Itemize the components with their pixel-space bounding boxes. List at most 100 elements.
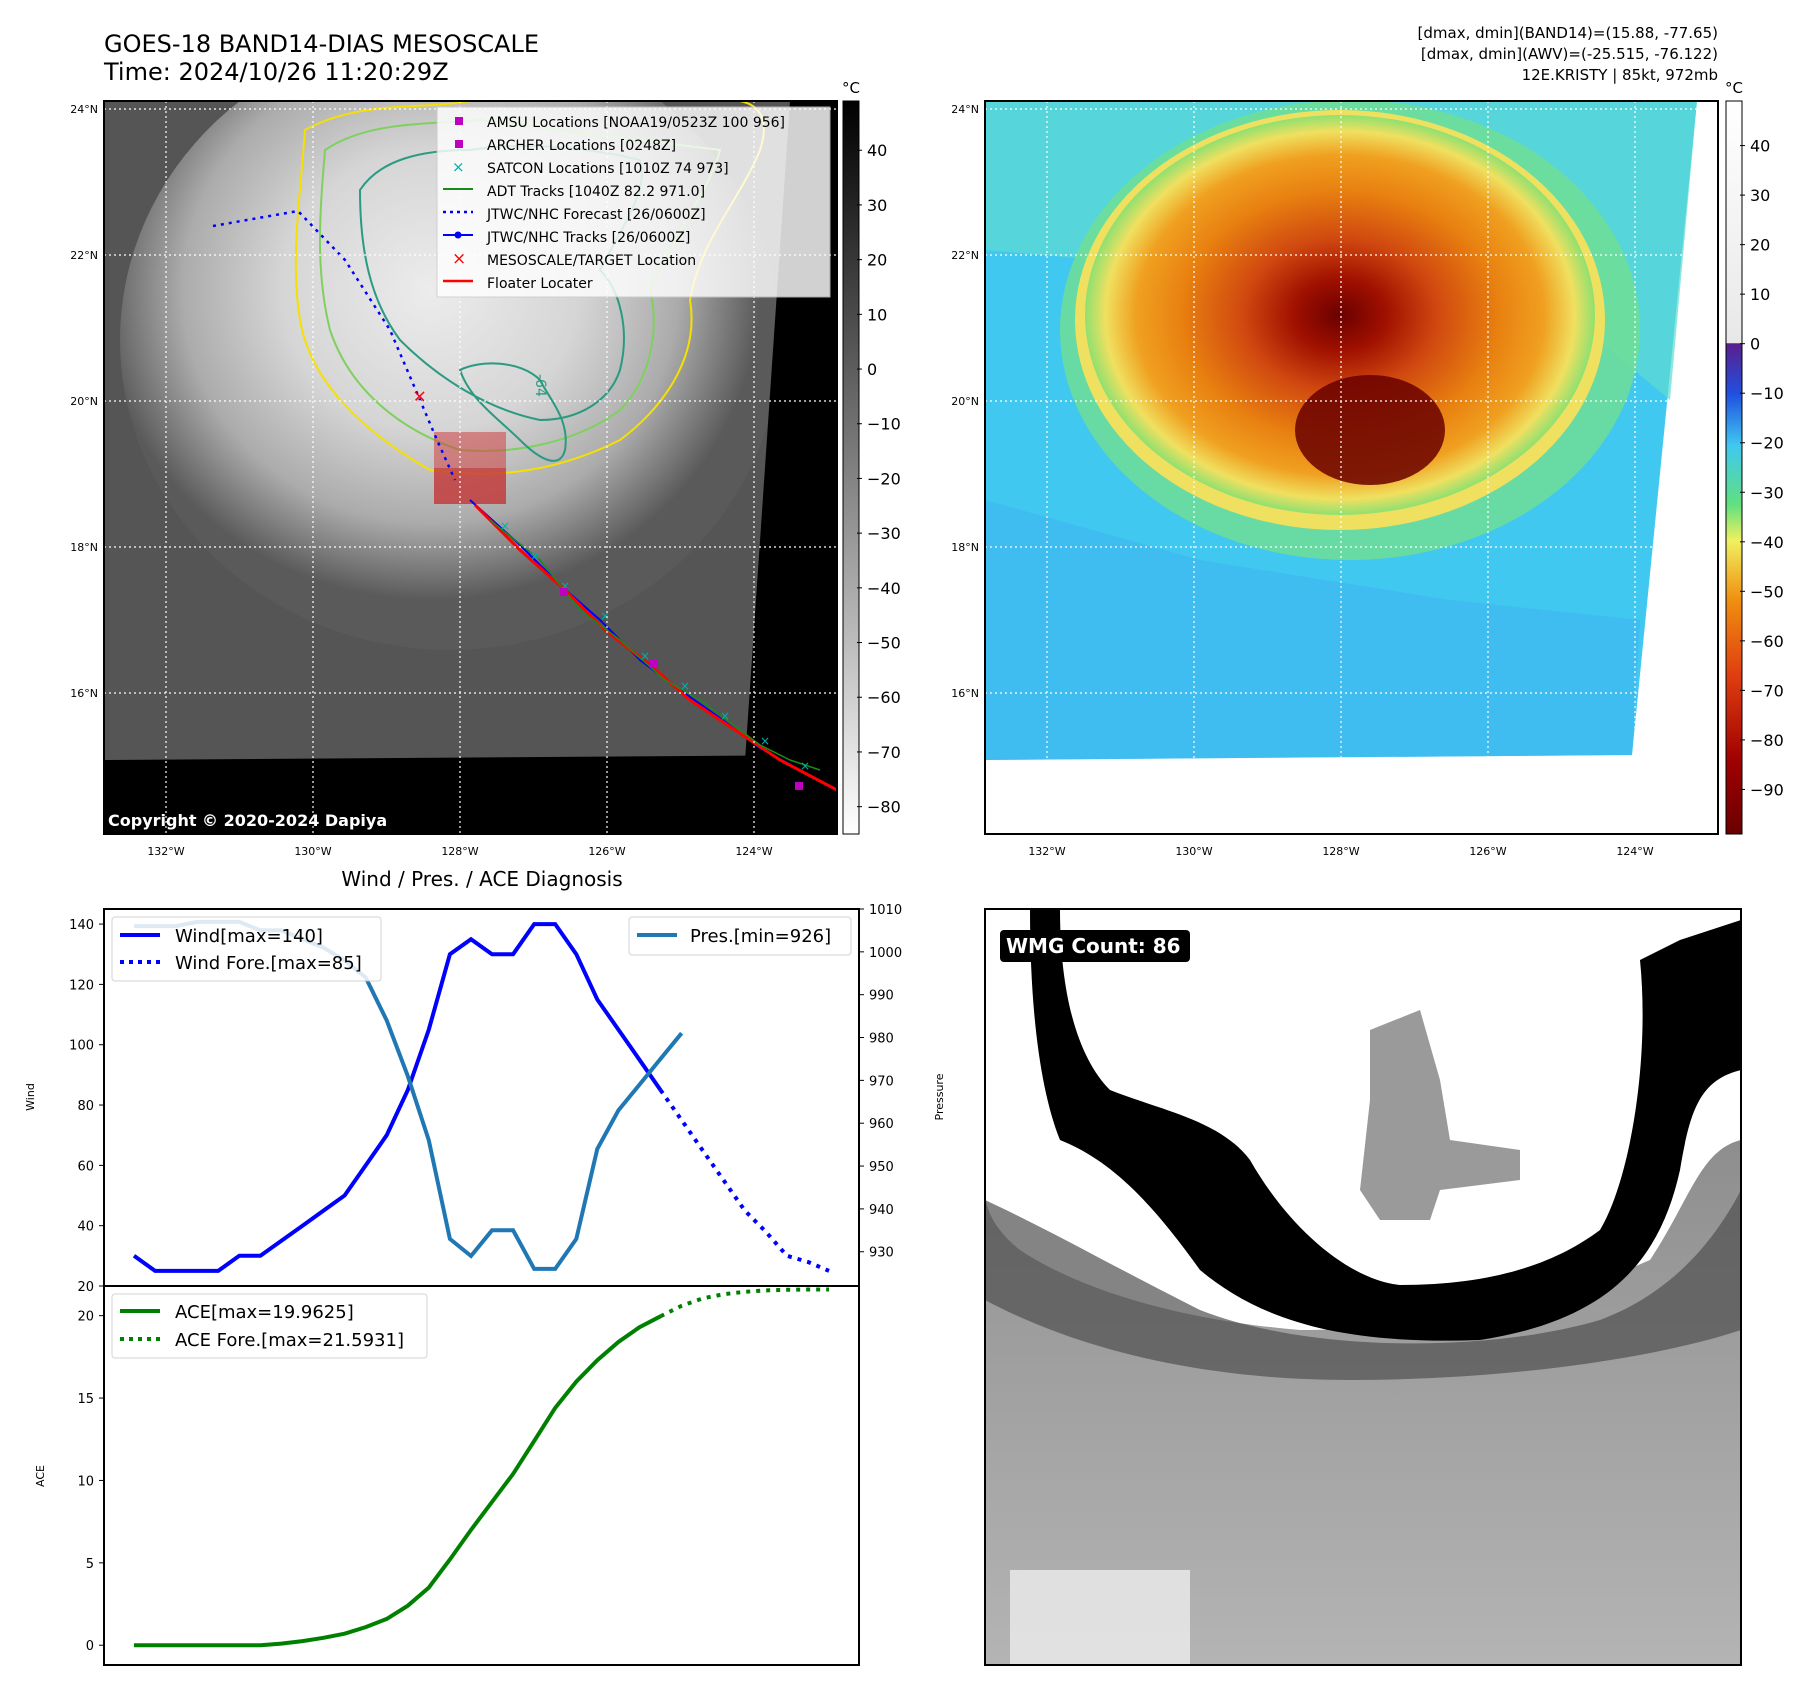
awv-colorbar: °C 40 30 20 10 0 −10 −20 −30 −40 −50 −60 −70 −80 −90 (1725, 79, 1784, 835)
awv-colorbar-tick-5: −10 (1750, 384, 1784, 403)
awv-colorbar-tick-2: 20 (1750, 236, 1770, 255)
svg-text:×: × (530, 549, 540, 563)
lon-label-124w: 124°W (735, 845, 772, 858)
awv-colorbar-tick-3: 10 (1750, 285, 1770, 304)
wind-ytick-3: 80 (77, 1099, 94, 1114)
contour-label: -64 (532, 374, 548, 397)
legend-amsu: AMSU Locations [NOAA19/0523Z 100 956] (487, 115, 785, 131)
wind-series-0 (132, 922, 663, 1273)
awv-colorbar-tick-10: −60 (1750, 632, 1784, 651)
awv-colorbar-tick-9: −50 (1750, 582, 1784, 601)
awv-lat-label-16n: 16°N (951, 687, 979, 700)
legend-pres: Pres.[min=926] (690, 926, 831, 947)
wmg-count-badge (1000, 930, 1190, 962)
ace-ytick-0: 0 (86, 1639, 94, 1654)
wind-ytick-right-7: 1000 (869, 946, 902, 961)
legend-wind-fore: Wind Fore.[max=85] (175, 953, 362, 974)
wmg-gray-patch (1360, 1010, 1520, 1220)
awv-colorbar-tick-1: 30 (1750, 186, 1770, 205)
wind-ytick-5: 120 (69, 978, 94, 993)
target-marker: × (412, 386, 427, 407)
legend-floater: Floater Locater (487, 276, 593, 292)
svg-text:×: × (760, 734, 770, 748)
wind-ytick-right-6: 990 (869, 989, 894, 1004)
wind-ytick-right-1: 940 (869, 1203, 894, 1218)
wind-ytick-right-8: 1010 (869, 903, 902, 918)
pressure-legend: Pres.[min=926] (628, 916, 852, 956)
awv-lat-label-22n: 22°N (951, 249, 979, 262)
legend-archer: ARCHER Locations [0248Z] (487, 138, 676, 154)
ir-scan-bottom (104, 755, 837, 834)
ir-colorbar-unit: °C (842, 79, 860, 97)
ace-axis-label: ACE (34, 1465, 47, 1487)
legend-target: MESOSCALE/TARGET Location (487, 253, 696, 269)
ir-colorbar-tick-3: 10 (867, 305, 887, 324)
map-legend: × × AMSU Locations [NOAA19/0523Z 100 956… (436, 106, 831, 298)
awv-colorbar-tick-8: −40 (1750, 533, 1784, 552)
awv-colorbar-tick-12: −80 (1750, 731, 1784, 750)
awv-colorbar-tick-6: −20 (1750, 434, 1784, 453)
awv-colorbar-tick-0: 40 (1750, 137, 1770, 156)
ir-colorbar-tick-5: −10 (867, 415, 901, 434)
awv-colorbar-tick-4: 0 (1750, 335, 1760, 354)
legend-tracks: JTWC/NHC Tracks [26/0600Z] (486, 230, 690, 246)
lat-label-16n: 16°N (70, 687, 98, 700)
legend-amsu-swatch (455, 117, 463, 125)
wind-pressure-chart: Wind Pressure 20 40 60 80 100 120 140 930 940 95… (24, 903, 946, 1295)
awv-range: [dmax, dmin](AWV)=(-25.515, -76.122) (1421, 45, 1718, 63)
svg-text:×: × (640, 649, 650, 663)
awv-lat-label-18n: 18°N (951, 541, 979, 554)
ace-legend: ACE[max=19.9625] ACE Fore.[max=21.5931] (111, 1293, 428, 1359)
lon-label-132w: 132°W (147, 845, 184, 858)
ir-colorbar-tick-8: −40 (867, 579, 901, 598)
wmg-count: WMG Count: 86 (1006, 934, 1181, 958)
svg-text:×: × (500, 519, 510, 533)
wmg-panel: WMG Count: 86 (984, 908, 1742, 1666)
legend-ace-fore: ACE Fore.[max=21.5931] (175, 1330, 404, 1351)
ir-map-panel: × × × × × × × × × × -64 × (70, 100, 838, 858)
legend-archer-swatch (455, 140, 463, 148)
ir-colorbar-tick-12: −80 (867, 798, 901, 817)
wind-legend: Wind[max=140] Wind Fore.[max=85] (111, 916, 382, 982)
lon-label-128w: 128°W (441, 845, 478, 858)
ace-series-1 (659, 1287, 829, 1319)
wind-axis-label: Wind (24, 1083, 37, 1111)
wmg-light-patch (1010, 1570, 1190, 1665)
awv-colorbar-unit: °C (1725, 79, 1743, 97)
wind-ytick-right-3: 960 (869, 1117, 894, 1132)
storm-info: 12E.KRISTY | 85kt, 972mb (1522, 66, 1718, 84)
ir-colorbar-tick-10: −60 (867, 688, 901, 707)
svg-text:×: × (560, 579, 570, 593)
wind-ytick-right-4: 970 (869, 1074, 894, 1089)
ir-colorbar-tick-4: 0 (867, 360, 877, 379)
ace-ytick-2: 10 (77, 1474, 94, 1489)
lon-label-126w: 126°W (588, 845, 625, 858)
svg-text:×: × (800, 759, 810, 773)
band14-range: [dmax, dmin](BAND14)=(15.88, -77.65) (1418, 24, 1718, 42)
archer-marker (560, 588, 568, 596)
lat-label-18n: 18°N (70, 541, 98, 554)
svg-text:×: × (600, 609, 610, 623)
ir-colorbar-tick-0: 40 (867, 141, 887, 160)
legend-satcon: SATCON Locations [1010Z 74 973] (487, 161, 729, 177)
awv-map-frame (984, 100, 1719, 835)
legend-wind: Wind[max=140] (175, 926, 323, 947)
wind-ytick-0: 20 (77, 1280, 94, 1295)
pressure-axis-label: Pressure (933, 1073, 946, 1120)
awv-lat-label-20n: 20°N (951, 395, 979, 408)
legend-adt: ADT Tracks [1040Z 82.2 971.0] (487, 184, 705, 200)
wmg-frame (984, 908, 1742, 1666)
ir-colorbar-tick-6: −20 (867, 469, 901, 488)
ir-colorbar-tick-7: −30 (867, 524, 901, 543)
wind-ytick-4: 100 (69, 1039, 94, 1054)
ace-series-0 (134, 1314, 662, 1648)
legend-satcon-swatch: × (452, 158, 465, 176)
awv-lon-label-128w: 128°W (1322, 845, 1359, 858)
ace-ytick-1: 5 (86, 1557, 94, 1572)
awv-storm-core (1085, 115, 1595, 515)
legend-ace: ACE[max=19.9625] (175, 1302, 354, 1323)
awv-lon-label-124w: 124°W (1616, 845, 1653, 858)
awv-graticule (985, 101, 1718, 834)
figure-time: Time: 2024/10/26 11:20:29Z (103, 58, 449, 86)
